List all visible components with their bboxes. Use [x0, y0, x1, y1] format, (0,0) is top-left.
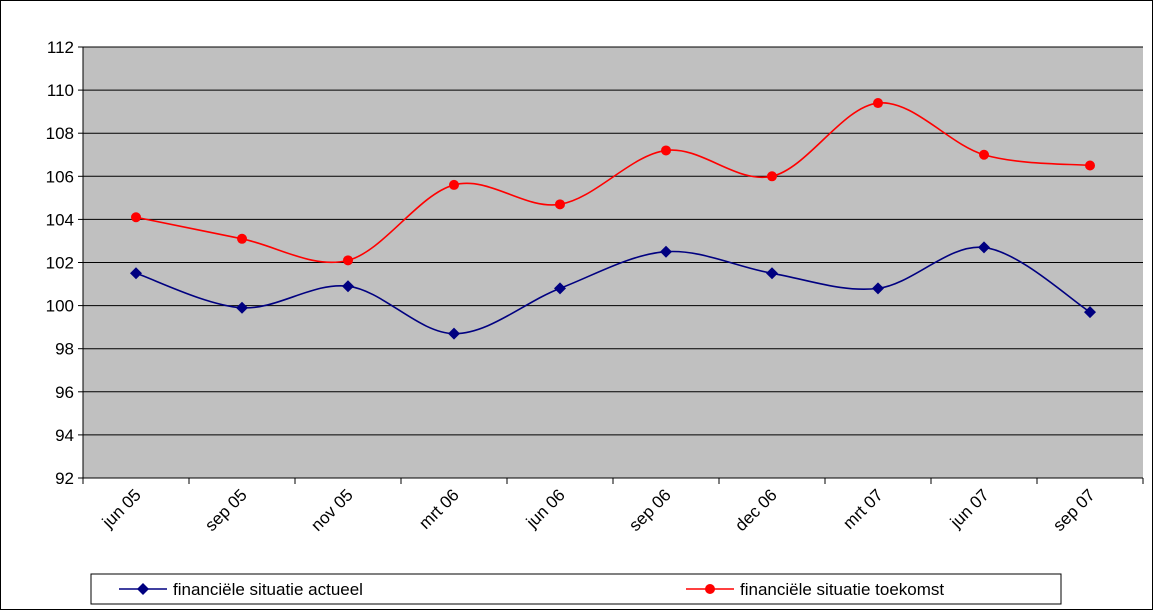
data-point [766, 267, 778, 280]
y-tick-label: 110 [47, 81, 74, 100]
y-tick-label: 92 [55, 469, 74, 488]
data-point [979, 149, 989, 160]
data-point [237, 233, 247, 244]
data-point [1084, 306, 1096, 319]
data-point [236, 301, 248, 314]
y-tick-label: 96 [55, 383, 74, 402]
x-tick-label: dec 06 [731, 485, 781, 535]
x-tick-label: mrt 06 [415, 485, 463, 533]
data-point [767, 171, 777, 182]
x-tick-label: sep 06 [625, 485, 675, 535]
y-tick-label: 112 [47, 38, 74, 57]
data-point [130, 267, 142, 280]
series-2 [131, 98, 1095, 266]
data-point [342, 280, 354, 293]
legend-label: financiële situatie actueel [173, 580, 363, 599]
data-point [554, 282, 566, 295]
data-point [343, 255, 353, 266]
series-1 [130, 241, 1096, 340]
data-point [555, 199, 565, 210]
data-point [660, 245, 672, 258]
y-tick-label: 98 [55, 340, 74, 359]
series-line [135, 102, 1091, 264]
x-tick-label: sep 05 [201, 485, 251, 535]
legend-marker [705, 584, 715, 594]
data-point [449, 179, 459, 190]
data-point [448, 327, 460, 340]
data-point [661, 145, 671, 156]
legend-marker [137, 583, 149, 595]
y-tick-label: 106 [46, 167, 74, 186]
y-tick-label: 102 [46, 254, 74, 273]
legend-box [90, 573, 1062, 605]
y-tick-label: 104 [46, 210, 74, 229]
data-point [873, 98, 883, 109]
legend-label: financiële situatie toekomst [740, 580, 944, 599]
series-lines [130, 98, 1096, 340]
data-point [131, 212, 141, 223]
y-tick-label: 100 [46, 297, 74, 316]
data-point [872, 282, 884, 295]
data-point [978, 241, 990, 254]
y-tick-label: 94 [55, 426, 74, 445]
legend-entry: financiële situatie actueel [119, 580, 363, 599]
x-tick-label: sep 07 [1049, 485, 1099, 535]
x-tick-label: nov 05 [307, 485, 357, 535]
x-tick-label: jun 06 [522, 485, 569, 532]
gridlines [83, 46, 1143, 479]
x-tick-label: mrt 07 [839, 485, 887, 533]
y-tick-label: 108 [46, 124, 74, 143]
legend: financiële situatie actueel financiële si… [90, 573, 1062, 605]
x-tick-label: jun 07 [946, 485, 993, 532]
legend-entry: financiële situatie toekomst [686, 580, 944, 599]
x-tick-label: jun 05 [98, 485, 145, 532]
series-line [135, 246, 1091, 335]
data-point [1085, 160, 1095, 171]
